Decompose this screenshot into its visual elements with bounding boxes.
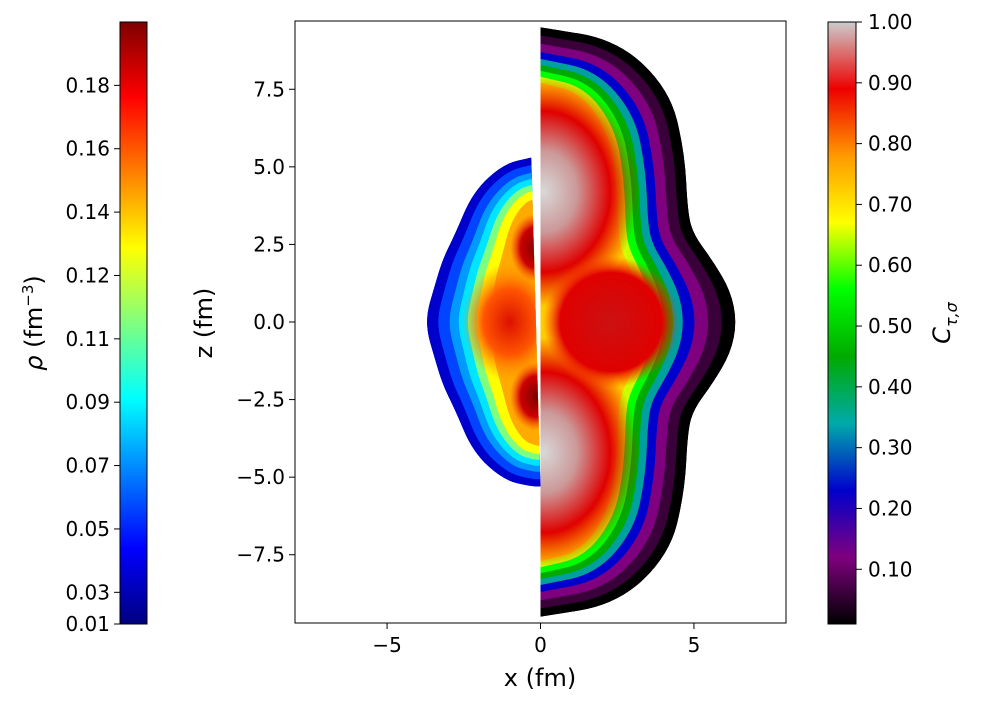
density-colorbar-tick-label: 0.16 bbox=[65, 137, 110, 161]
density-colorbar-tick-label: 0.14 bbox=[65, 200, 110, 224]
density-colorbar-label: ρ (fm−3) bbox=[19, 275, 48, 371]
density-colorbar-tick-label: 0.03 bbox=[65, 580, 110, 604]
x-axis-label: x (fm) bbox=[504, 664, 576, 692]
density-half-map bbox=[427, 157, 541, 487]
y-tick-label: −5.0 bbox=[236, 465, 285, 489]
localization-hotspot bbox=[543, 256, 680, 388]
localization-hotspot bbox=[540, 76, 639, 307]
density-colorbar-tick-label: 0.01 bbox=[65, 612, 110, 636]
localization-colorbar-gradient bbox=[827, 21, 857, 625]
density-colorbar-tick-label: 0.18 bbox=[65, 73, 110, 97]
density-colorbar-tick-label: 0.07 bbox=[65, 454, 110, 478]
y-tick-label: −2.5 bbox=[236, 388, 285, 412]
localization-colorbar-tick-label: 0.30 bbox=[868, 436, 913, 460]
density-colorbar-tick-label: 0.11 bbox=[65, 327, 110, 351]
y-tick-label: 5.0 bbox=[253, 155, 285, 179]
density-colorbar-tick-label: 0.12 bbox=[65, 263, 110, 287]
localization-colorbar-tick-label: 0.50 bbox=[868, 314, 913, 338]
localization-colorbar-ticks: 1.00 0.90 0.80 0.70 0.60 0.50 0.40 0.30 0.20 0.10 bbox=[856, 10, 913, 581]
y-tick-label: 0.0 bbox=[253, 310, 285, 334]
x-tick-label: −5 bbox=[372, 633, 401, 657]
x-axis-ticks: −5 0 5 bbox=[372, 623, 700, 657]
localization-colorbar-tick-label: 0.60 bbox=[868, 253, 913, 277]
localization-colorbar-tick-label: 0.90 bbox=[868, 71, 913, 95]
density-colorbar-tick-label: 0.05 bbox=[65, 517, 110, 541]
localization-colorbar-tick-label: 0.10 bbox=[868, 557, 913, 581]
localization-colorbar-tick-label: 0.40 bbox=[868, 375, 913, 399]
x-tick-label: 5 bbox=[688, 633, 701, 657]
localization-hotspot bbox=[540, 337, 639, 568]
y-tick-label: 2.5 bbox=[253, 232, 285, 256]
y-tick-label: −7.5 bbox=[236, 543, 285, 567]
localization-colorbar-tick-label: 0.20 bbox=[868, 496, 913, 520]
y-axis-ticks: 7.5 5.0 2.5 0.0 −2.5 −5.0 −7.5 bbox=[236, 77, 295, 567]
y-axis-label: z (fm) bbox=[190, 288, 218, 359]
density-colorbar: 0.18 0.16 0.14 0.12 0.11 0.09 0.07 0.05 0.03 0.01… bbox=[19, 21, 148, 636]
localization-colorbar-tick-label: 1.00 bbox=[868, 10, 913, 34]
y-tick-label: 7.5 bbox=[253, 77, 285, 101]
density-colorbar-ticks: 0.18 0.16 0.14 0.12 0.11 0.09 0.07 0.05 0.03 0.01 bbox=[65, 73, 120, 636]
localization-colorbar-label: Cτ,σ bbox=[928, 301, 961, 343]
x-tick-label: 0 bbox=[534, 633, 547, 657]
plot-area: −5 0 5 7.5 5.0 2.5 0.0 −2.5 −5.0 −7.5 x (fm) z (… bbox=[190, 20, 787, 692]
localization-colorbar-tick-label: 0.80 bbox=[868, 132, 913, 156]
localization-colorbar: 1.00 0.90 0.80 0.70 0.60 0.50 0.40 0.30 0.20 0.10… bbox=[827, 10, 961, 625]
localization-half-map bbox=[540, 27, 736, 617]
density-colorbar-gradient bbox=[119, 21, 148, 625]
density-colorbar-tick-label: 0.09 bbox=[65, 390, 110, 414]
density-hotspot bbox=[461, 262, 541, 382]
localization-colorbar-tick-label: 0.70 bbox=[868, 192, 913, 216]
density-hotspot bbox=[509, 362, 541, 431]
